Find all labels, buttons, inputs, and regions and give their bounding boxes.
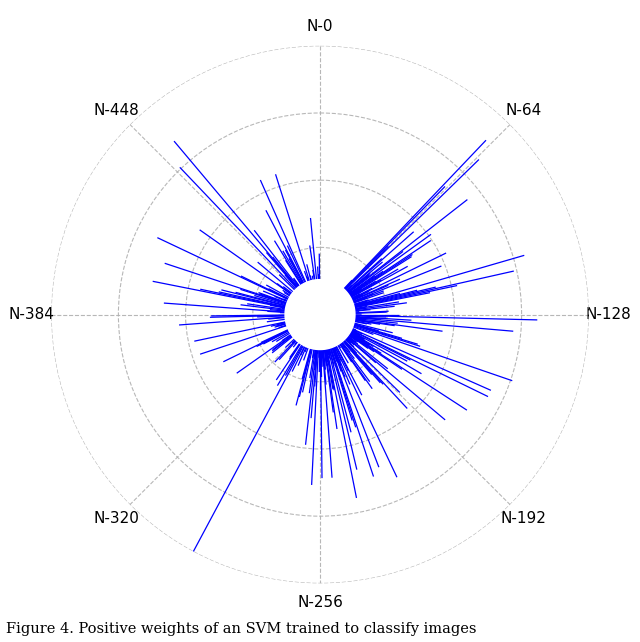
Polygon shape	[285, 280, 355, 349]
Text: Figure 4. Positive weights of an SVM trained to classify images: Figure 4. Positive weights of an SVM tra…	[6, 621, 477, 636]
